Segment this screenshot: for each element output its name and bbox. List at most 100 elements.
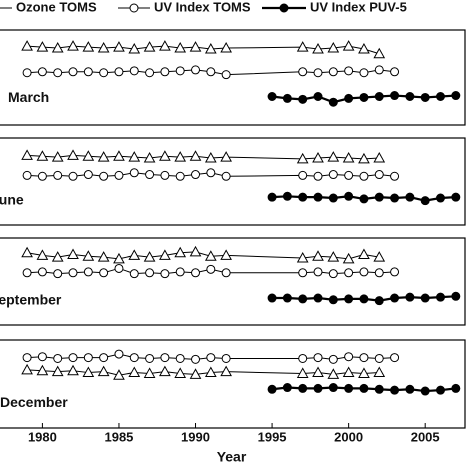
filled-circle-marker bbox=[359, 383, 369, 393]
open-circle-marker bbox=[374, 65, 384, 75]
filled-circle-marker bbox=[359, 294, 369, 304]
filled-circle-marker bbox=[436, 385, 446, 395]
triangle-marker bbox=[159, 40, 171, 51]
open-circle-marker bbox=[206, 168, 216, 178]
open-circle-marker bbox=[374, 268, 384, 278]
triangle-marker bbox=[51, 251, 64, 262]
filled-circle-marker bbox=[420, 196, 430, 206]
triangle-marker bbox=[82, 250, 95, 261]
filled-circle-marker bbox=[344, 93, 354, 103]
panel-label: December bbox=[0, 394, 68, 410]
open-circle-marker bbox=[191, 354, 201, 364]
open-circle-marker bbox=[390, 267, 400, 277]
filled-circle-marker bbox=[405, 292, 415, 302]
triangle-marker bbox=[189, 41, 202, 52]
filled-circle-marker bbox=[344, 294, 354, 304]
panel-frame bbox=[0, 137, 466, 226]
filled-circle-marker bbox=[282, 383, 292, 393]
filled-circle-marker bbox=[298, 294, 308, 304]
open-circle-marker bbox=[22, 68, 32, 78]
filled-circle-marker bbox=[267, 384, 277, 394]
triangle-marker bbox=[174, 42, 187, 53]
legend-label: Ozone TOMS bbox=[16, 0, 97, 14]
triangle-marker bbox=[312, 42, 324, 54]
open-circle-marker bbox=[114, 263, 124, 273]
open-circle-marker bbox=[390, 67, 400, 77]
open-circle-marker bbox=[328, 354, 338, 364]
filled-circle-marker bbox=[451, 383, 461, 393]
open-circle-marker bbox=[191, 65, 201, 75]
filled-circle-marker bbox=[328, 193, 338, 203]
triangle-marker bbox=[296, 41, 309, 52]
open-circle-marker bbox=[313, 171, 323, 181]
open-circle-marker bbox=[22, 353, 32, 363]
open-circle-marker bbox=[145, 68, 155, 78]
open-circle-marker bbox=[37, 267, 47, 277]
triangle-marker bbox=[174, 151, 187, 162]
filled-circle-marker bbox=[267, 293, 277, 303]
triangle-marker bbox=[67, 364, 79, 376]
triangle-marker bbox=[67, 248, 79, 260]
filled-circle-marker bbox=[390, 385, 400, 395]
open-circle-marker bbox=[206, 353, 216, 363]
open-circle-marker bbox=[129, 269, 139, 279]
filled-circle-marker bbox=[436, 292, 446, 302]
panel-label: June bbox=[0, 191, 24, 207]
triangle-marker bbox=[342, 40, 355, 51]
filled-circle-marker bbox=[328, 295, 338, 305]
open-circle-marker bbox=[191, 170, 201, 180]
filled-circle-marker bbox=[298, 94, 308, 104]
filled-circle-marker bbox=[359, 92, 369, 102]
triangle-marker bbox=[189, 150, 202, 161]
open-circle-marker bbox=[175, 66, 185, 76]
triangle-marker bbox=[113, 41, 125, 52]
open-circle-marker bbox=[221, 353, 231, 363]
triangle-marker bbox=[220, 42, 232, 53]
open-circle-marker bbox=[191, 268, 201, 278]
triangle-marker bbox=[97, 251, 110, 262]
triangle-marker bbox=[204, 366, 217, 378]
filled-circle-marker bbox=[267, 192, 277, 202]
open-circle-marker bbox=[328, 170, 338, 180]
open-circle-marker bbox=[298, 67, 308, 77]
triangle-marker bbox=[36, 150, 49, 161]
triangle-marker bbox=[128, 249, 141, 260]
open-circle-marker bbox=[328, 67, 338, 77]
filled-circle-marker bbox=[282, 191, 292, 201]
open-circle-marker bbox=[206, 264, 216, 274]
filled-circle-marker bbox=[282, 93, 292, 103]
triangle-marker bbox=[97, 151, 110, 162]
triangle-marker bbox=[204, 250, 217, 261]
open-circle-marker bbox=[83, 267, 93, 277]
triangle-marker bbox=[220, 151, 232, 162]
triangle-marker bbox=[113, 252, 125, 264]
triangle-marker bbox=[67, 149, 79, 160]
filled-circle-marker bbox=[282, 293, 292, 303]
open-circle-marker bbox=[114, 349, 124, 359]
filled-circle-marker bbox=[451, 91, 461, 101]
open-circle-marker bbox=[344, 352, 354, 362]
filled-circle-marker bbox=[420, 386, 430, 396]
triangle-marker bbox=[67, 40, 79, 51]
series-line bbox=[27, 369, 380, 376]
filled-circle-marker bbox=[374, 192, 384, 202]
filled-circle-marker bbox=[313, 293, 323, 303]
open-circle-marker bbox=[83, 67, 93, 77]
open-circle-marker bbox=[160, 67, 170, 77]
series-line bbox=[27, 45, 380, 55]
open-circle-marker bbox=[221, 268, 231, 278]
triangle-marker bbox=[327, 251, 340, 262]
open-circle-marker bbox=[298, 170, 308, 180]
triangle-marker bbox=[82, 366, 95, 378]
triangle-marker bbox=[312, 151, 324, 163]
triangle-marker bbox=[373, 47, 386, 59]
legend-marker bbox=[279, 3, 289, 13]
panel-label: March bbox=[8, 89, 49, 105]
triangle-marker bbox=[358, 248, 370, 260]
triangle-marker bbox=[189, 368, 202, 379]
triangle-marker bbox=[51, 151, 64, 162]
open-circle-marker bbox=[313, 353, 323, 363]
triangle-marker bbox=[36, 364, 49, 376]
open-circle-marker bbox=[359, 68, 369, 78]
open-circle-marker bbox=[99, 171, 109, 181]
